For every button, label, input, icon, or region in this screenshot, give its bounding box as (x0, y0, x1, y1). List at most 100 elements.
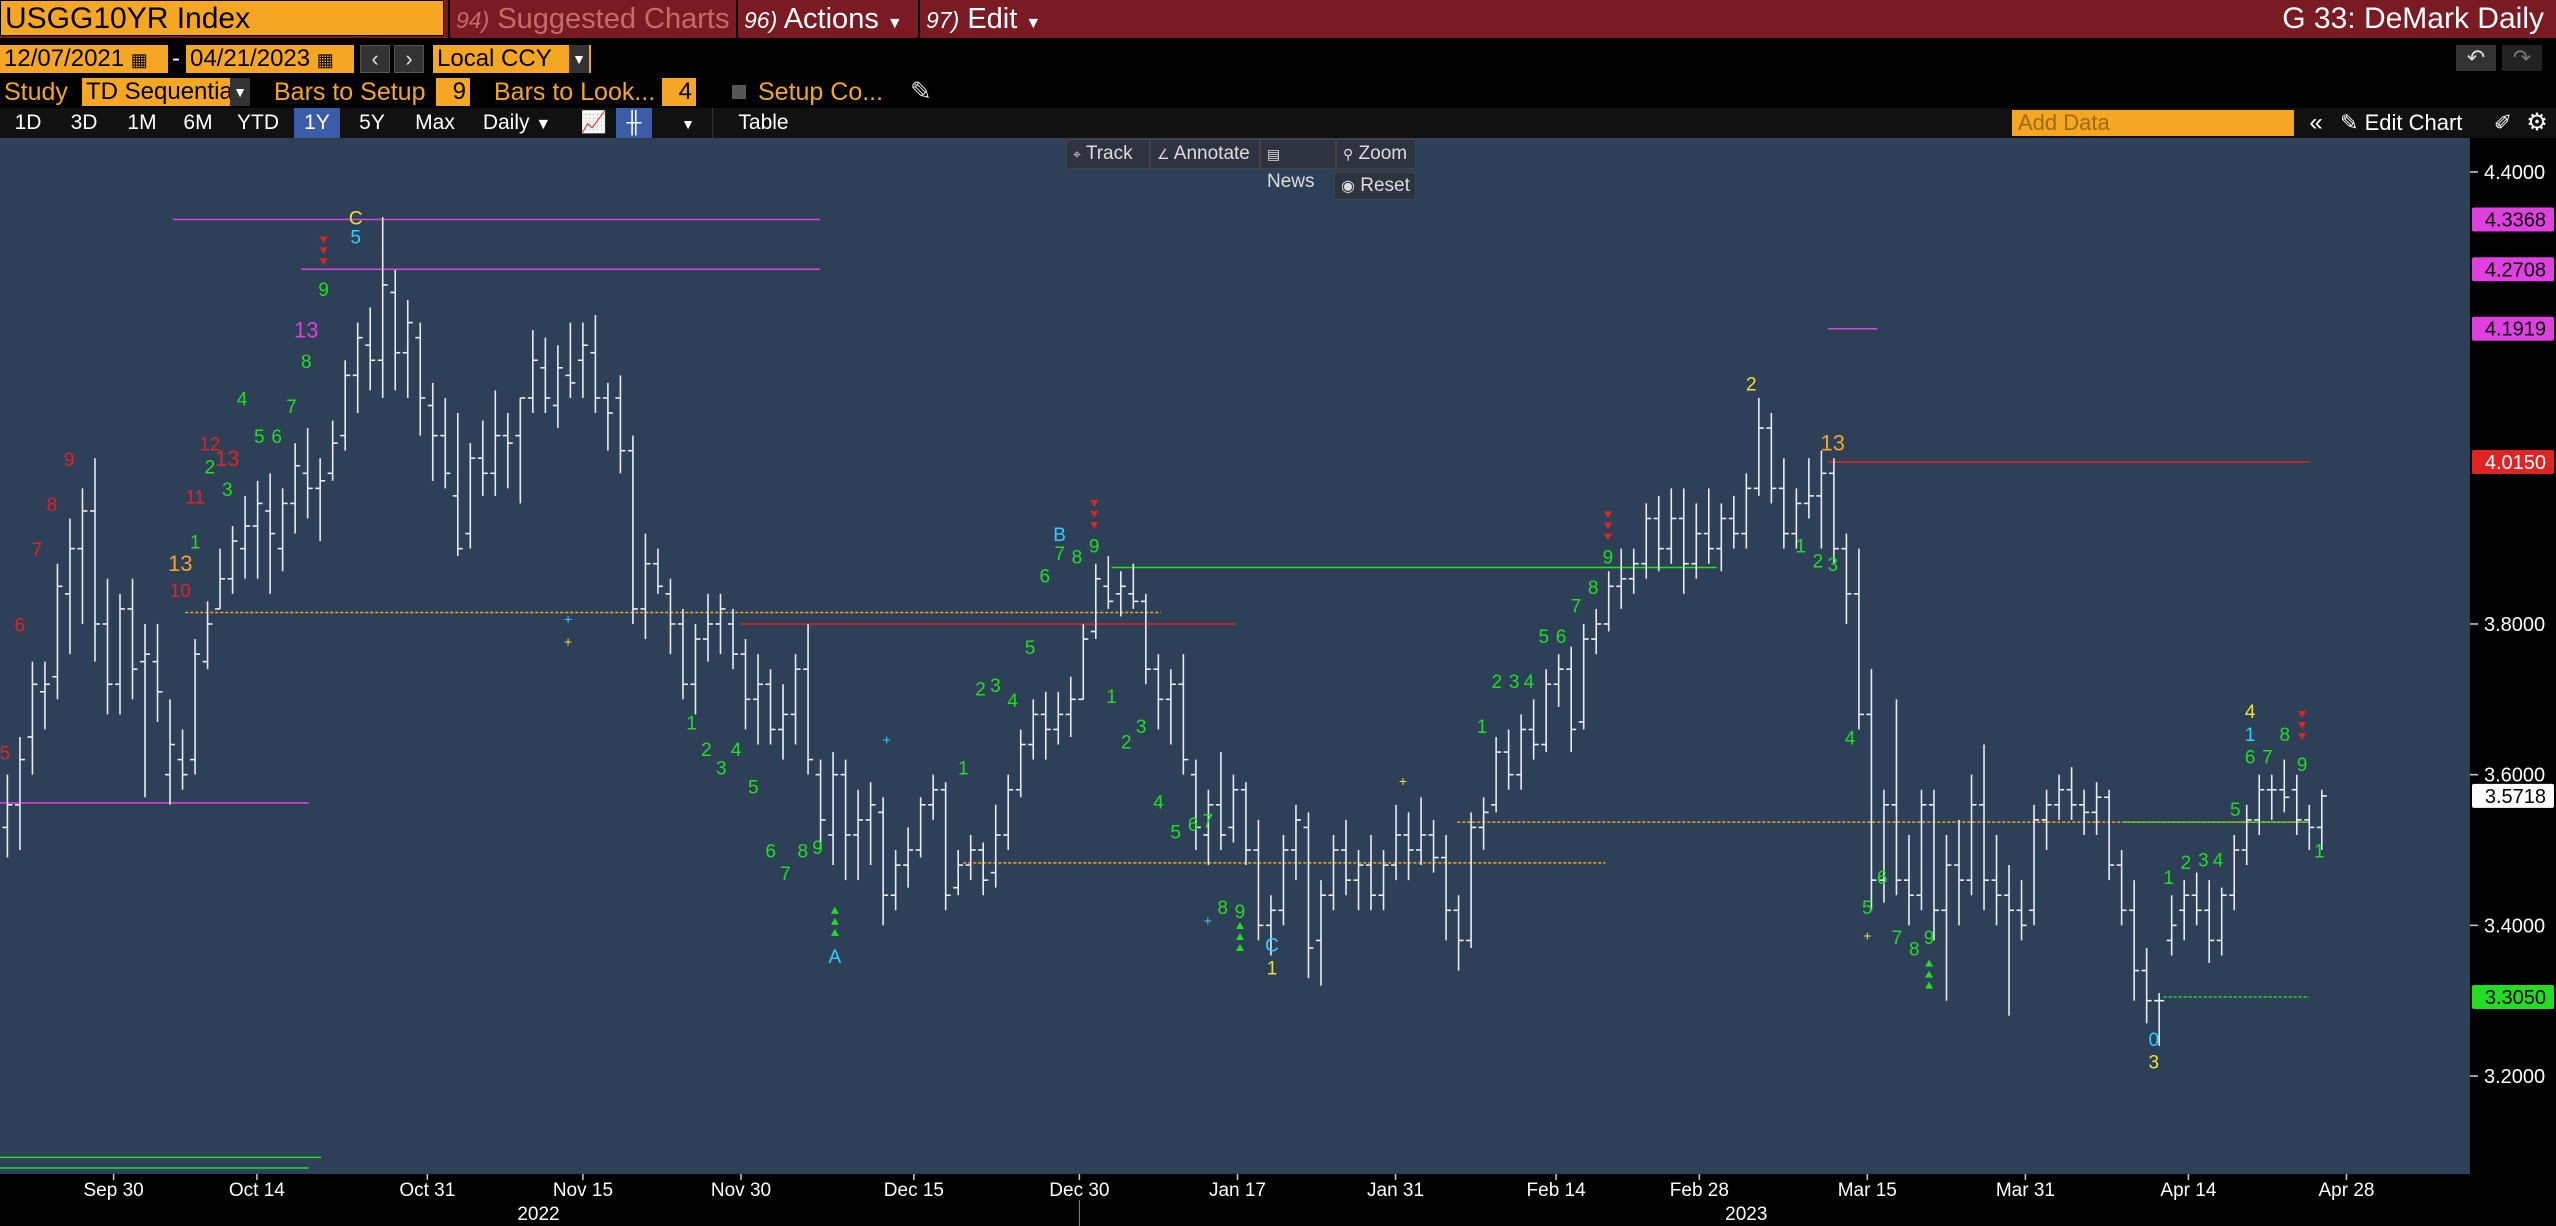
undo-button[interactable]: ↶ (2456, 45, 2496, 71)
arrow-up-icon (1235, 921, 1244, 929)
prev-period-button[interactable]: ‹ (360, 45, 390, 73)
plus-marker: + (1204, 912, 1212, 928)
td-count-label: 2 (975, 680, 986, 701)
gear-icon[interactable]: ⚙ (2526, 109, 2548, 136)
range-1y-button[interactable]: 1Y (294, 108, 340, 138)
pencil-icon[interactable]: ✎ (910, 76, 932, 106)
range-1m-button[interactable]: 1M (127, 111, 157, 134)
calendar-icon[interactable]: ▦ (130, 50, 148, 70)
line-chart-icon[interactable]: 📈 (580, 111, 608, 134)
arrow-down-icon (319, 247, 328, 255)
td-count-label: 9 (64, 450, 75, 471)
td-count-label: 7 (1892, 928, 1903, 949)
chevron-right-icon: › (405, 46, 413, 71)
caret-down-icon: ▼ (1025, 15, 1042, 32)
redo-icon: ↷ (2512, 45, 2532, 70)
calendar-icon[interactable]: ▦ (316, 50, 334, 70)
td-count-label: 7 (286, 397, 297, 418)
td-count-label: 4 (1007, 691, 1018, 712)
reset-button[interactable]: ◉ Reset (1334, 172, 1416, 200)
collapse-icon[interactable]: « (2309, 109, 2323, 136)
zoom-tool-button[interactable]: ⚲ Zoom (1336, 139, 1416, 169)
actions-number: 96) (744, 7, 778, 33)
td-count-label: 7 (1054, 544, 1065, 565)
annotate-tool-button[interactable]: ∠ Annotate (1150, 139, 1260, 169)
table-button[interactable]: Table (712, 108, 814, 138)
td-count-label: 1 (2245, 725, 2256, 746)
add-data-input[interactable]: Add Data (2012, 110, 2294, 136)
bars-to-setup-input[interactable]: 9 (436, 78, 470, 106)
start-date-field[interactable]: 12/07/2021 ▦ (0, 45, 168, 73)
news-icon: ▤ (1267, 146, 1281, 162)
range-1d-button[interactable]: 1D (14, 111, 42, 134)
next-period-button[interactable]: › (394, 45, 424, 73)
td-count-label: 6 (2245, 747, 2256, 768)
reset-label: Reset (1360, 175, 1410, 196)
arrow-down-icon (1090, 522, 1099, 530)
td-count-label: 2 (1121, 732, 1132, 753)
chart-plot-area[interactable] (0, 138, 2470, 1174)
y-tick-label: 3.4000 (2484, 915, 2545, 937)
arrow-up-icon (1925, 970, 1934, 978)
td-count-label: 7 (2262, 747, 2273, 768)
news-label: News (1267, 171, 1315, 192)
x-tick-label: Dec 30 (1049, 1180, 1109, 1201)
td-count-label: 8 (797, 842, 808, 863)
td-count-label: 6 (271, 427, 282, 448)
td-count-label: 3 (1827, 555, 1838, 576)
bars-to-look-input[interactable]: 4 (662, 78, 696, 106)
edit-number: 97) (926, 7, 960, 33)
y-tick-label: 3.8000 (2484, 614, 2545, 636)
bar-chart-type-icon[interactable]: ╫ (616, 108, 652, 138)
study-select[interactable]: TD Sequentia ▼ (82, 78, 250, 106)
range-6m-button[interactable]: 6M (183, 111, 213, 134)
edit-menu-button[interactable]: 97) Edit ▼ (918, 0, 1046, 38)
actions-menu-button[interactable]: 96) Actions ▼ (736, 0, 916, 38)
range-5y-button[interactable]: 5Y (359, 111, 385, 134)
chart-type-dropdown[interactable]: ▼ (660, 108, 716, 138)
setup-co-checkbox[interactable] (732, 85, 746, 99)
arrow-down-icon (2298, 732, 2307, 740)
track-label: Track (1085, 143, 1133, 164)
annotate-label: Annotate (1173, 143, 1250, 164)
td-count-label: 8 (47, 495, 58, 516)
y-value-tag (2472, 207, 2554, 232)
td-count-label: 6 (1556, 627, 1567, 648)
crosshair-icon: ⌖ (1073, 146, 1081, 162)
td-count-label: 3 (716, 759, 727, 780)
range-3d-button[interactable]: 3D (70, 111, 98, 134)
x-tick-label: Oct 31 (399, 1180, 455, 1201)
suggested-charts-button[interactable]: 94) Suggested Charts (448, 0, 734, 38)
range-ytd-button[interactable]: YTD (237, 111, 279, 134)
arrow-up-icon (1235, 932, 1244, 940)
edit-chart-button[interactable]: ✎ Edit Chart (2340, 108, 2486, 138)
redo-button[interactable]: ↷ (2502, 45, 2542, 71)
x-year-label: 2022 (517, 1204, 559, 1225)
td-count-label: 1 (686, 713, 697, 734)
td-count-label: 4 (1153, 793, 1164, 814)
x-tick-label: Nov 30 (711, 1180, 771, 1201)
td-count-label: 2 (1813, 551, 1824, 572)
ticker-input[interactable]: USGG10YR Index (0, 0, 444, 36)
caret-down-icon: ▼ (886, 15, 903, 32)
currency-select[interactable]: Local CCY ▼ (433, 45, 591, 73)
td-count-label: 3 (2149, 1053, 2160, 1074)
end-date-field[interactable]: 04/21/2023 ▦ (186, 45, 354, 73)
chart-options-icon[interactable]: ✐ (2493, 110, 2513, 135)
pencil-icon: ✎ (2340, 110, 2359, 135)
td-count-label: 8 (301, 352, 312, 373)
news-tool-button[interactable]: ▤ News (1260, 139, 1336, 192)
zoom-label: Zoom (1358, 143, 1408, 164)
range-max-button[interactable]: Max (415, 111, 455, 134)
td-count-label: 7 (32, 540, 43, 561)
td-count-label: 13 (294, 318, 318, 343)
td-count-label: 5 (748, 778, 759, 799)
td-count-label: 10 (170, 581, 191, 602)
radio-icon: ◉ (1341, 178, 1355, 195)
td-count-label: C (1265, 936, 1279, 957)
plus-marker: + (883, 732, 891, 748)
td-count-label: 9 (1235, 902, 1246, 923)
period-select[interactable]: Daily ▼ (472, 108, 562, 138)
plus-marker: + (564, 611, 572, 627)
track-tool-button[interactable]: ⌖ Track (1066, 139, 1150, 169)
